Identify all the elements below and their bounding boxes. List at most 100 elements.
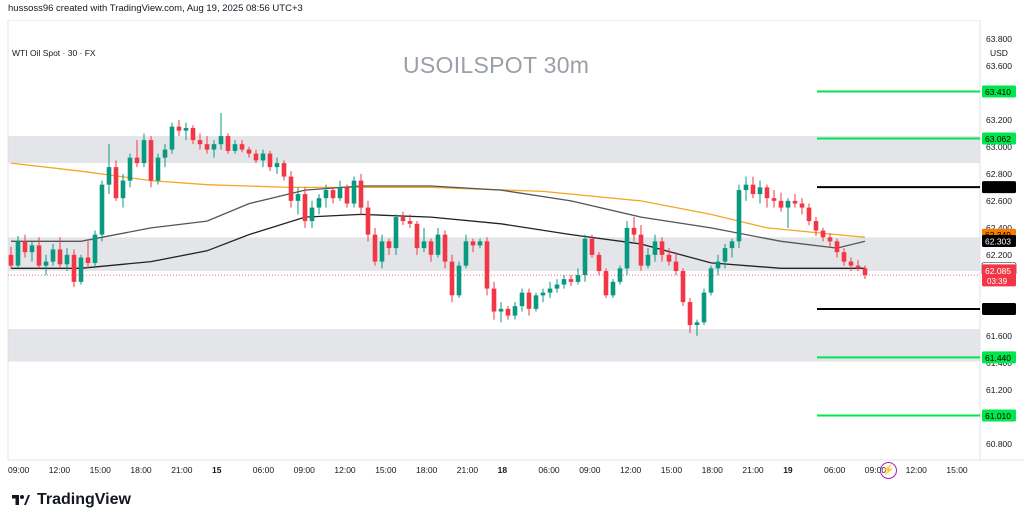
time-tick: 21:00: [742, 465, 764, 475]
candle: [134, 157, 140, 164]
candle: [29, 245, 35, 253]
candle: [393, 217, 399, 249]
price-tag-bg: [982, 234, 1016, 247]
candle: [575, 275, 581, 282]
candle: [190, 127, 196, 141]
time-tick: 15:00: [90, 465, 112, 475]
candle: [757, 187, 763, 195]
candle: [736, 190, 742, 242]
candle: [253, 153, 259, 161]
moving-average-line: [11, 213, 865, 269]
candle: [666, 254, 672, 262]
tradingview-logo: TradingView: [10, 491, 131, 509]
zone-band: [8, 237, 980, 272]
currency-label[interactable]: USD: [990, 48, 1008, 58]
candle: [505, 308, 511, 316]
candle: [701, 292, 707, 323]
candle: [267, 153, 273, 168]
candle: [218, 136, 224, 145]
candle: [540, 292, 546, 296]
candle: [407, 221, 413, 224]
time-tick: 06:00: [824, 465, 846, 475]
candle: [323, 190, 329, 199]
candle: [71, 254, 77, 282]
candle: [729, 241, 735, 249]
candle: [743, 184, 749, 191]
candle: [603, 271, 609, 296]
time-axis: 09:00 12:00 15:00 18:00 21:00 15 06:00 09:00 12:…: [8, 465, 968, 475]
candle: [645, 254, 651, 266]
candle: [596, 254, 602, 272]
candle: [43, 261, 49, 266]
candle: [547, 288, 553, 293]
price-tag-bg: [982, 264, 1016, 287]
candle: [568, 279, 574, 282]
candle: [309, 207, 315, 222]
candle: [750, 184, 756, 195]
price-chart[interactable]: 63.80063.60063.40063.20063.00062.80062.6…: [0, 20, 1024, 480]
candle: [834, 241, 840, 253]
candle: [316, 198, 322, 208]
candle: [771, 198, 777, 201]
time-tick: 21:00: [457, 465, 479, 475]
candle: [512, 306, 518, 316]
candle: [351, 180, 357, 204]
price-tick: 63.600: [986, 61, 1012, 71]
candle: [99, 184, 105, 235]
price-tick: 62.800: [986, 169, 1012, 179]
candle: [694, 322, 700, 326]
candle: [162, 149, 168, 158]
time-tick: 12:00: [906, 465, 928, 475]
level-layer: [8, 90, 980, 417]
candle: [428, 241, 434, 255]
candle: [456, 265, 462, 296]
price-tick: 63.200: [986, 115, 1012, 125]
candle: [358, 180, 364, 208]
candle: [176, 126, 182, 131]
time-tick: 06:00: [538, 465, 560, 475]
time-tick: 06:00: [253, 465, 275, 475]
price-tag: 62.085: [985, 266, 1011, 276]
candle: [400, 217, 406, 222]
candle: [414, 223, 420, 249]
candle: [36, 245, 42, 266]
candle: [813, 221, 819, 231]
candle: [204, 144, 210, 150]
time-tick: 12:00: [620, 465, 642, 475]
time-tick: 18: [498, 465, 508, 475]
candle: [330, 190, 336, 199]
time-tick: 19: [783, 465, 793, 475]
time-tick: 21:00: [171, 465, 193, 475]
time-tick: 15:00: [946, 465, 968, 475]
time-tick: 09:00: [8, 465, 30, 475]
candle: [155, 157, 161, 181]
candle: [470, 241, 476, 246]
candle: [449, 261, 455, 296]
candle-layer: [8, 113, 868, 336]
candle: [519, 292, 525, 307]
candle: [820, 230, 826, 238]
candle: [687, 302, 693, 326]
candle: [302, 194, 308, 222]
candle: [78, 257, 84, 282]
candle: [862, 268, 868, 276]
candle: [778, 200, 784, 208]
level-label-bg: [982, 85, 1016, 98]
candle: [624, 227, 630, 269]
chart-area[interactable]: 63.80063.60063.40063.20063.00062.80062.6…: [0, 20, 1024, 480]
candle: [421, 241, 427, 249]
candle: [141, 140, 147, 164]
candle: [477, 241, 483, 246]
candle: [232, 144, 238, 151]
lightning-icon[interactable]: ⚡: [880, 462, 897, 479]
candle: [491, 288, 497, 312]
candle: [484, 241, 490, 289]
time-tick: 18:00: [130, 465, 152, 475]
candle: [295, 194, 301, 201]
candle: [610, 281, 616, 296]
candle: [673, 261, 679, 272]
candle: [197, 140, 203, 145]
candle: [631, 227, 637, 235]
candle: [148, 140, 154, 181]
chart-title: USOILSPOT 30m: [403, 52, 590, 78]
